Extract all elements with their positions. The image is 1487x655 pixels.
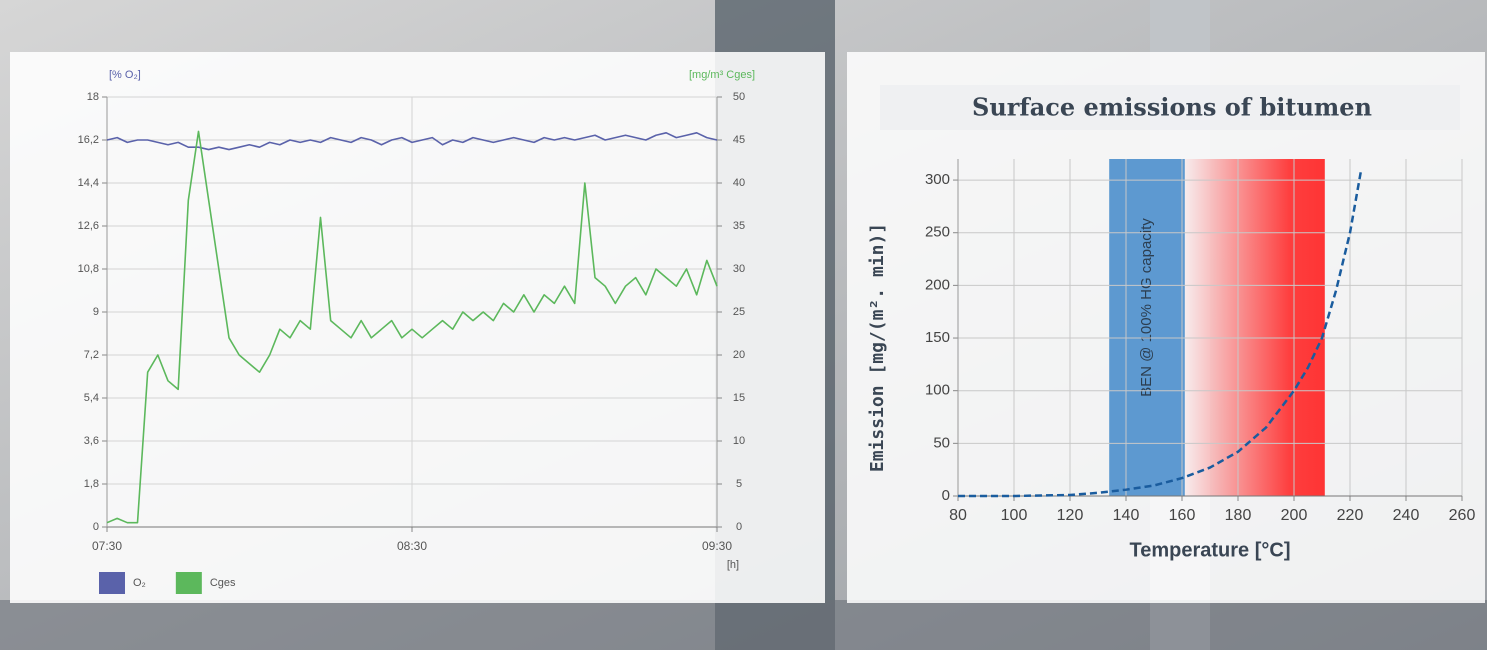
x-tick-label: 240: [1393, 507, 1420, 524]
x-tick-label: 120: [1057, 507, 1084, 524]
y-tick-label: 5,4: [84, 392, 99, 404]
x-axis-label: [h]: [727, 559, 739, 571]
y2-tick-label: 15: [733, 392, 745, 404]
y2-tick-label: 25: [733, 306, 745, 318]
y-tick-label: 14,4: [78, 177, 99, 189]
y-tick-label: 50: [933, 434, 950, 451]
x-tick-label: 07:30: [92, 539, 122, 553]
y-axis-label: Emission [mg/(m². min)]: [867, 223, 888, 472]
y-tick-label: 16,2: [78, 134, 99, 146]
y2-tick-label: 45: [733, 134, 745, 146]
y2-axis-label: [mg/m³ Cges]: [689, 69, 755, 81]
background-structure: [0, 600, 1487, 650]
y-tick-label: 250: [925, 224, 950, 241]
legend-label: Cges: [210, 577, 236, 589]
y-tick-label: 18: [87, 91, 99, 103]
x-axis-label: Temperature [°C]: [1130, 539, 1291, 561]
y-tick-label: 0: [93, 521, 99, 533]
series-line: [958, 169, 1363, 498]
y-tick-label: 1,8: [84, 478, 99, 490]
x-tick-label: 140: [1113, 507, 1140, 524]
band-label: BEN @ 100% HG capacity: [1138, 218, 1155, 397]
x-tick-label: 80: [949, 507, 967, 524]
y-tick-label: 12,6: [78, 220, 99, 232]
legend-label: O₂: [133, 577, 146, 589]
y2-tick-label: 5: [736, 478, 742, 490]
y2-tick-label: 10: [733, 435, 745, 447]
y-tick-label: 200: [925, 276, 950, 293]
y2-tick-label: 40: [733, 177, 745, 189]
y-tick-label: 7,2: [84, 349, 99, 361]
series-line: [106, 132, 718, 151]
y2-tick-label: 30: [733, 263, 745, 275]
y-tick-label: 100: [925, 382, 950, 399]
x-tick-label: 09:30: [702, 539, 732, 553]
chart-title: Surface emissions of bitumen: [972, 93, 1372, 122]
title-box: [880, 85, 1460, 130]
y2-tick-label: 0: [736, 521, 742, 533]
y-tick-label: 3,6: [84, 435, 99, 447]
x-tick-label: 100: [1001, 507, 1028, 524]
band: [1109, 159, 1185, 496]
band: [1184, 159, 1325, 496]
y-axis-label: [% O₂]: [109, 69, 141, 81]
charts: 01,83,65,47,2910,812,614,416,21805101520…: [78, 69, 1476, 594]
x-tick-label: 260: [1449, 507, 1476, 524]
x-tick-label: 200: [1281, 507, 1308, 524]
y-tick-label: 10,8: [78, 263, 99, 275]
series-line: [106, 130, 718, 524]
y2-tick-label: 50: [733, 91, 745, 103]
y2-tick-label: 20: [733, 349, 745, 361]
x-tick-label: 08:30: [397, 539, 427, 553]
x-tick-label: 220: [1337, 507, 1364, 524]
y-tick-label: 150: [925, 329, 950, 346]
legend-swatch: [175, 572, 202, 594]
y2-tick-label: 35: [733, 220, 745, 232]
legend-swatch: [99, 572, 125, 594]
y-tick-label: 0: [942, 487, 950, 504]
x-tick-label: 180: [1225, 507, 1252, 524]
panel: [10, 52, 825, 603]
y-tick-label: 9: [93, 306, 99, 318]
y-tick-label: 300: [925, 171, 950, 188]
x-tick-label: 160: [1169, 507, 1196, 524]
